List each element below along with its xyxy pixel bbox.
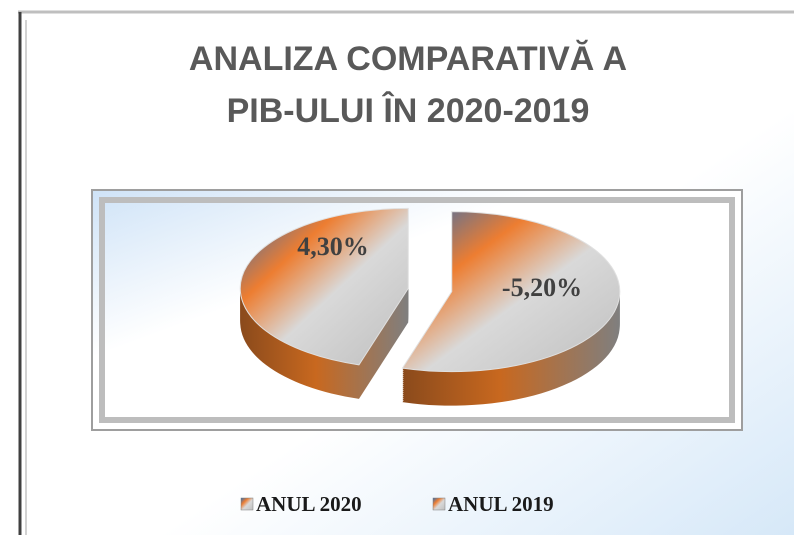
- slice: [239, 207, 409, 366]
- chart-title-line2: PIB-ULUI ÎN 2020-2019: [227, 92, 590, 130]
- chart-title: ANALIZA COMPARATIVĂ A: [189, 40, 627, 78]
- data-label: -5,20%: [502, 273, 582, 302]
- legend: ANUL 2020 ANUL 2019: [240, 492, 554, 516]
- pie: 4,30% -5,20%: [239, 207, 621, 406]
- legend-swatch: [432, 497, 446, 511]
- legend-label: ANUL 2019: [448, 492, 554, 516]
- slice: [401, 211, 621, 373]
- plot-bevel: [99, 197, 735, 423]
- legend-label: ANUL 2020: [256, 492, 362, 516]
- legend-swatch: [240, 497, 254, 511]
- data-label: 4,30%: [297, 232, 369, 261]
